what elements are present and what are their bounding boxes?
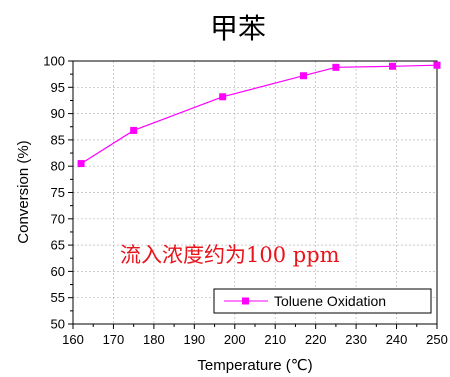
series-toluene-oxidation <box>77 61 441 168</box>
data-point-marker <box>300 72 308 80</box>
data-point-marker <box>389 62 397 70</box>
y-tick-label: 95 <box>51 80 65 95</box>
data-point-marker <box>77 160 85 168</box>
y-tick-label: 55 <box>51 290 65 305</box>
grid-lines <box>73 61 437 324</box>
axis-ticks <box>68 60 438 329</box>
y-tick-label: 100 <box>43 54 65 69</box>
series-line <box>80 64 438 165</box>
x-tick-labels: 160 170 180 190 200 210 220 230 240 250 <box>62 332 448 347</box>
legend: Toluene Oxidation <box>213 288 432 314</box>
y-tick-label: 75 <box>51 185 65 200</box>
legend-series-label: Toluene Oxidation <box>274 293 386 309</box>
y-tick-labels: 50 55 60 65 70 75 80 85 90 95 100 <box>43 54 65 332</box>
y-tick-label: 65 <box>51 238 65 253</box>
x-axis-title: Temperature (℃) <box>197 357 312 374</box>
inflow-concentration-annotation: 流入浓度约为100 ppm <box>120 243 340 267</box>
x-tick-label: 190 <box>183 332 205 347</box>
x-tick-label: 250 <box>426 332 448 347</box>
x-tick-label: 210 <box>264 332 286 347</box>
legend-series-marker <box>242 297 249 305</box>
data-point-marker <box>433 61 441 69</box>
x-tick-label: 230 <box>345 332 367 347</box>
y-axis-title: Conversion (%) <box>15 140 32 243</box>
data-point-marker <box>332 63 340 71</box>
y-tick-label: 80 <box>51 159 65 174</box>
y-tick-label: 50 <box>51 317 65 332</box>
y-tick-label: 60 <box>51 264 65 279</box>
x-tick-label: 160 <box>62 332 84 347</box>
x-tick-label: 200 <box>224 332 246 347</box>
x-tick-label: 240 <box>386 332 408 347</box>
x-tick-label: 180 <box>143 332 165 347</box>
y-tick-label: 90 <box>51 106 65 121</box>
data-point-marker <box>219 93 227 101</box>
data-point-marker <box>130 126 138 134</box>
x-tick-label: 220 <box>305 332 327 347</box>
y-tick-label: 70 <box>51 211 65 226</box>
y-tick-label: 85 <box>51 132 65 147</box>
chart-title: 甲苯 <box>210 12 266 45</box>
x-tick-label: 170 <box>103 332 125 347</box>
